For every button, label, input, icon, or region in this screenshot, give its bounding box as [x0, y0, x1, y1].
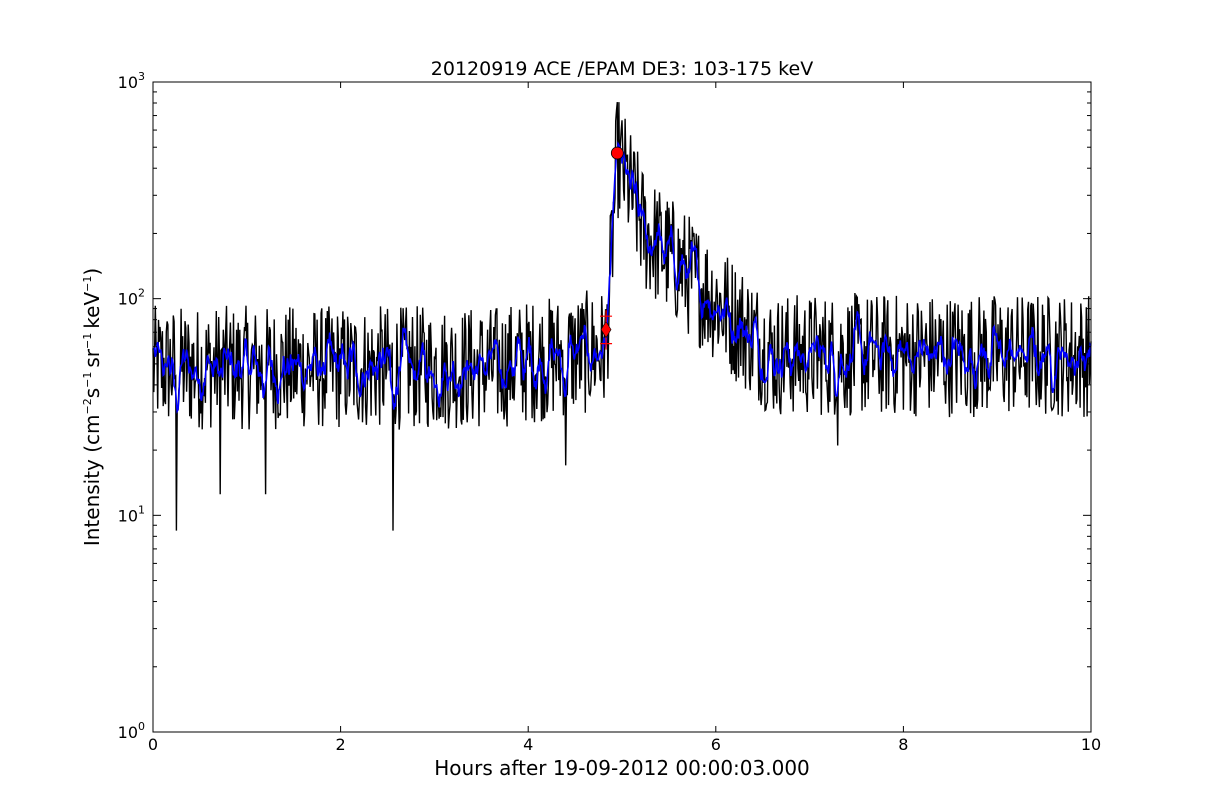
series-layer [152, 102, 1092, 531]
series-smoothed-line [152, 141, 1092, 414]
onset-error-marker [600, 310, 613, 323]
y-tick-label: 101 [118, 503, 145, 525]
marker-layer [600, 146, 624, 350]
chart-title: 20120919 ACE /EPAM DE3: 103-175 keV [431, 58, 813, 80]
x-tick-label: 2 [336, 735, 346, 754]
plot-frame [152, 81, 1092, 733]
x-axis-label: Hours after 19-09-2012 00:00:03.000 [434, 756, 810, 780]
onset-error-marker [600, 337, 613, 350]
y-tick-label: 103 [118, 70, 145, 92]
series-raw-line [152, 102, 1092, 531]
x-tick-label: 6 [711, 735, 721, 754]
x-tick-label: 8 [898, 735, 908, 754]
onset-marker [600, 321, 612, 339]
tick-layer: 0 2 4 6 8 10 100 101 102 103 [118, 70, 1102, 754]
y-axis-label: Intensity (cm−2s−1sr−1keV−1) [80, 268, 104, 546]
plot-background [153, 82, 1091, 732]
y-tick-label: 100 [118, 720, 145, 742]
y-tick-label: 102 [118, 287, 145, 309]
x-tick-label: 4 [523, 735, 533, 754]
x-tick-label: 0 [148, 735, 158, 754]
x-tick-label: 10 [1081, 735, 1101, 754]
peak-marker [610, 146, 624, 160]
